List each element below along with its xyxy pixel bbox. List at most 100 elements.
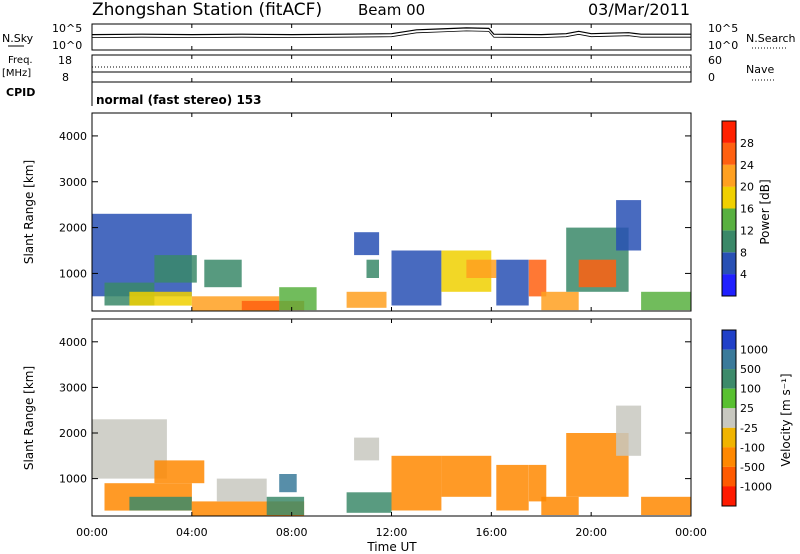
velocity-colorbar-tick: -100 [740,441,765,454]
y-tick-label: 2000 [59,427,87,440]
power-patch-16 [541,291,579,311]
freq-unit: [MHz] [2,68,31,79]
power-colorbar-tick: 12 [740,224,754,237]
power-panel: 1000 2000 3000 4000 Slant Range [km] [22,112,692,312]
power-colorbar-tick: 24 [740,159,754,172]
power-colorbar-label: Power [dB] [758,179,772,244]
velocity-patch-11 [441,455,492,497]
y-tick-label: 2000 [59,222,87,235]
nsky-tick-bottom: 10^0 [52,39,82,52]
nsearch-line [91,30,691,39]
power-patch-14 [496,259,529,306]
velocity-colorbar-tick: 1000 [740,344,768,357]
nsky-line [91,27,691,36]
x-tick-label: 00:00 [76,526,108,539]
power-colorbar-tick: 16 [740,203,754,216]
x-axis-label: Time UT [366,540,417,554]
power-patch-18 [578,259,617,288]
power-patch-6 [241,300,305,311]
velocity-patch-8 [346,492,392,513]
velocity-colorbar-tick: 100 [740,383,761,396]
beam-title: Beam 00 [358,1,425,19]
mode-text: normal (fast stereo) 153 [96,93,262,107]
velocity-colorbar-swatch [722,369,736,389]
station-title: Zhongshan Station (fitACF) [92,0,322,20]
power-patch-19 [616,200,642,251]
velocity-patch-14 [541,496,579,515]
velocity-colorbar: 1000 500 100 25 -25 -100 -500 -1000 Velocity [m… [721,329,793,507]
power-patch-20 [641,291,691,311]
nsearch-tick-bottom: 10^0 [708,39,738,52]
velocity-colorbar-swatch [722,349,736,370]
freq-tick-top: 18 [58,54,72,67]
power-patch-11 [391,250,442,306]
x-tick-label: 00:00 [675,526,707,539]
freq-label: Freq. [8,55,33,66]
nave-tick-bottom: 0 [708,71,715,84]
power-colorbar-tick: 28 [740,137,754,150]
freq-tick-bottom: 8 [62,71,69,84]
x-tick-label: 20:00 [575,526,607,539]
velocity-colorbar-swatch [722,330,736,350]
power-colorbar-swatch [722,121,736,143]
power-patch-13 [466,259,497,278]
x-tick-label: 12:00 [376,526,408,539]
velocity-patch-12 [496,464,529,511]
velocity-patch-16 [616,405,642,456]
velocity-ylabel: Slant Range [km] [22,366,36,470]
power-patch-3 [154,255,197,283]
velocity-panel: 1000 2000 3000 4000 Slant Range [km] [22,318,692,517]
velocity-colorbar-swatch [722,486,736,506]
power-patch-2 [129,291,192,306]
power-colorbar-swatch [722,274,736,296]
velocity-patch-2 [129,496,192,511]
power-colorbar-frame [721,120,737,297]
cpid-label: CPID [6,86,35,99]
nave-tick-top: 60 [708,54,722,67]
power-patch-10 [366,259,379,278]
velocity-colorbar-frame [721,329,737,507]
velocity-colorbar-swatch [722,408,736,428]
velocity-patch-10 [391,455,442,511]
power-colorbar-swatch [722,252,736,275]
velocity-cells [92,405,691,516]
y-tick-label: 4000 [59,130,87,143]
nsearch-tick-top: 10^5 [708,22,738,35]
power-colorbar-swatch [722,164,736,187]
velocity-colorbar-swatch [722,447,736,467]
y-tick-label: 3000 [59,176,87,189]
power-patch-15 [528,259,547,297]
velocity-patch-3 [154,460,205,484]
freq-panel: Freq. [MHz] 18 8 60 0 Nave CPID normal (… [2,54,774,107]
velocity-colorbar-swatch [722,388,736,409]
power-patch-9 [354,232,380,256]
nsearch-label: N.Search [746,32,796,45]
power-patch-7 [279,287,317,311]
power-y-axis: 1000 2000 3000 4000 [59,130,691,280]
power-colorbar-tick: 8 [740,246,747,259]
x-tick-label: 08:00 [276,526,308,539]
time-axis: 00:00 04:00 08:00 12:00 16:00 20:00 00:00 [76,24,707,539]
velocity-colorbar-tick: 25 [740,402,754,415]
nsky-label: N.Sky [2,32,34,45]
velocity-colorbar-swatch [722,427,736,448]
nsky-tick-top: 10^5 [52,22,82,35]
velocity-patch-9 [354,437,380,461]
power-colorbar-swatch [722,208,736,231]
x-tick-label: 16:00 [475,526,507,539]
nsky-panel: N.Sky 10^5 10^0 10^5 10^0 N.Search [2,22,796,52]
velocity-patch-13 [528,464,547,502]
nave-label: Nave [746,63,774,76]
y-tick-label: 4000 [59,336,87,349]
power-ylabel: Slant Range [km] [22,160,36,264]
power-colorbar-swatch [722,230,736,253]
y-tick-label: 1000 [59,267,87,280]
velocity-colorbar-tick: -1000 [740,480,772,493]
power-cells [92,200,691,311]
power-colorbar: 4 8 12 16 20 24 28 Power [dB] [721,120,772,297]
velocity-patch-17 [641,496,691,515]
velocity-colorbar-swatch [722,466,736,487]
power-colorbar-tick: 20 [740,181,754,194]
velocity-y-axis: 1000 2000 3000 4000 [59,336,691,486]
